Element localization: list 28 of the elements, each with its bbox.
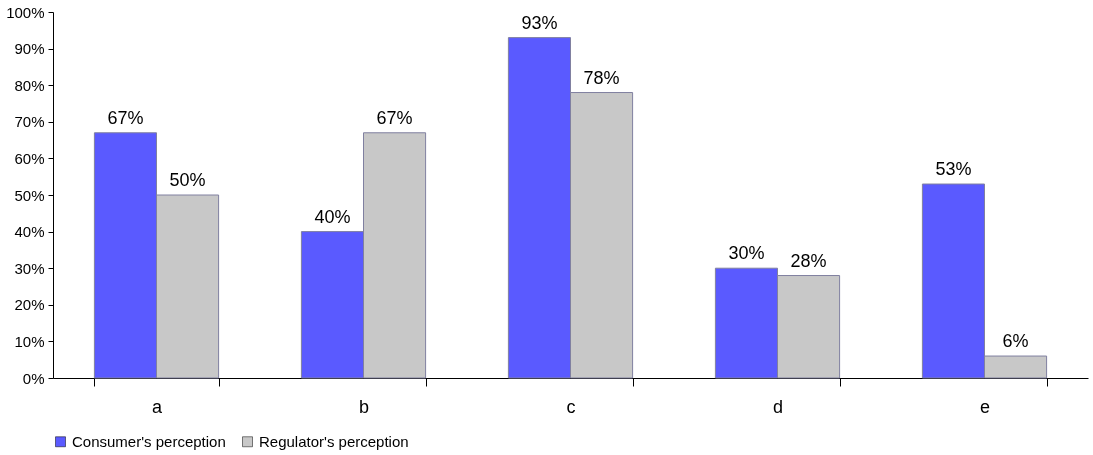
y-tick-label: 80%	[14, 76, 45, 94]
data-label: 93%	[521, 12, 558, 33]
y-tick-label: 100%	[6, 3, 45, 21]
y-tick-label: 30%	[14, 259, 45, 277]
data-label: 67%	[107, 107, 144, 128]
y-tick-label: 40%	[14, 223, 45, 241]
y-tick-label: 20%	[14, 296, 45, 314]
x-tick-label: d	[772, 396, 784, 417]
data-label: 50%	[169, 170, 206, 190]
y-tick-label: 50%	[14, 186, 45, 204]
x-tick-label: c	[566, 396, 576, 417]
data-label: 28%	[790, 250, 827, 271]
legend-label: Regulator's perception	[259, 432, 409, 450]
y-tick-label: 10%	[14, 332, 45, 350]
y-tick-label: 0%	[22, 369, 45, 387]
legend-label: Consumer's perception	[72, 432, 226, 450]
y-tick-label: 70%	[14, 113, 45, 131]
data-label: 53%	[935, 159, 972, 180]
data-label: 67%	[376, 107, 413, 128]
x-tick-label: e	[979, 396, 991, 417]
x-tick-label: b	[358, 396, 370, 417]
y-tick-label: 90%	[14, 40, 45, 58]
x-tick-label: a	[151, 396, 163, 417]
data-label: 40%	[314, 206, 351, 227]
data-label: 6%	[1002, 331, 1029, 352]
data-label: 78%	[583, 67, 620, 88]
y-tick-label: 60%	[14, 149, 45, 167]
data-label: 30%	[728, 243, 765, 264]
